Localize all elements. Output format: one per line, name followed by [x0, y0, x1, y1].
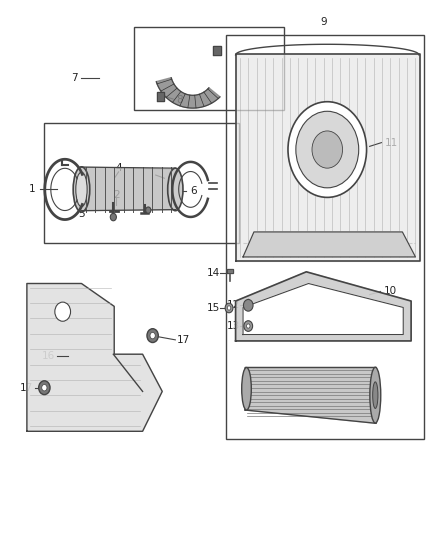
Ellipse shape — [373, 382, 378, 408]
Circle shape — [288, 102, 367, 197]
Text: 3: 3 — [168, 175, 174, 185]
Ellipse shape — [76, 172, 87, 207]
Text: 16: 16 — [42, 351, 55, 361]
Text: 1: 1 — [29, 184, 35, 195]
Circle shape — [55, 302, 71, 321]
Polygon shape — [156, 78, 220, 108]
Circle shape — [244, 321, 253, 332]
Text: 9: 9 — [321, 17, 327, 27]
Polygon shape — [245, 368, 376, 423]
Text: 7: 7 — [71, 73, 78, 83]
Text: 8: 8 — [177, 95, 183, 105]
Circle shape — [312, 131, 343, 168]
Polygon shape — [236, 272, 411, 341]
Text: 14: 14 — [207, 269, 220, 278]
Circle shape — [39, 381, 50, 394]
Text: 4: 4 — [115, 163, 122, 173]
Text: 17: 17 — [177, 335, 190, 345]
Polygon shape — [243, 232, 416, 257]
Ellipse shape — [370, 367, 381, 423]
Polygon shape — [243, 284, 403, 335]
Circle shape — [244, 300, 253, 311]
Polygon shape — [81, 167, 175, 211]
Circle shape — [227, 306, 231, 310]
Text: 12: 12 — [226, 300, 240, 310]
Circle shape — [147, 329, 158, 343]
Text: 15: 15 — [207, 303, 220, 313]
Polygon shape — [27, 284, 162, 431]
Text: 11: 11 — [385, 138, 398, 148]
Polygon shape — [227, 269, 233, 273]
Ellipse shape — [168, 168, 183, 211]
Circle shape — [150, 333, 155, 339]
Circle shape — [42, 384, 47, 391]
Circle shape — [146, 207, 151, 213]
Text: 10: 10 — [384, 286, 397, 296]
Bar — [44, 123, 239, 243]
Text: 2: 2 — [113, 190, 120, 200]
Circle shape — [110, 213, 117, 221]
Text: 17: 17 — [20, 383, 34, 393]
Text: 13: 13 — [226, 321, 240, 331]
Polygon shape — [213, 46, 221, 55]
Bar — [134, 27, 285, 110]
Text: 6: 6 — [191, 186, 197, 196]
Ellipse shape — [73, 167, 90, 212]
Bar — [226, 35, 424, 439]
Circle shape — [225, 303, 233, 313]
Ellipse shape — [242, 368, 251, 410]
Polygon shape — [236, 54, 420, 261]
Circle shape — [296, 111, 359, 188]
Polygon shape — [157, 92, 164, 101]
Circle shape — [247, 324, 250, 328]
Text: 5: 5 — [78, 209, 85, 220]
